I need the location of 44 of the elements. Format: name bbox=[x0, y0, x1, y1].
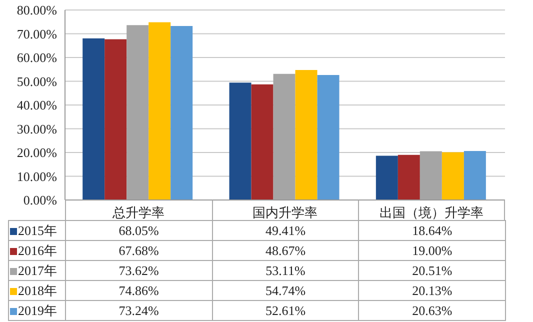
y-tick-label: 50.00% bbox=[16, 74, 58, 89]
data-label: 74.86% bbox=[66, 280, 212, 300]
data-label: 67.68% bbox=[66, 240, 212, 260]
data-label: 19.00% bbox=[358, 240, 506, 260]
y-tick-label: 60.00% bbox=[16, 50, 58, 66]
legend-label: 2017年 bbox=[8, 260, 66, 280]
bar bbox=[104, 39, 127, 200]
data-label: 18.64% bbox=[358, 220, 506, 240]
x-tick-label: 出国（境）升学率 bbox=[380, 205, 484, 220]
legend-label: 2016年 bbox=[8, 240, 66, 260]
data-label: 49.41% bbox=[212, 220, 359, 240]
bar bbox=[229, 82, 252, 200]
legend-label: 2019年 bbox=[8, 300, 66, 320]
y-tick-label: 20.00% bbox=[16, 145, 58, 160]
data-label: 73.24% bbox=[66, 300, 212, 320]
bar bbox=[376, 156, 398, 200]
bar bbox=[442, 152, 464, 200]
y-tick-label: 30.00% bbox=[16, 121, 58, 136]
bar bbox=[464, 151, 486, 200]
legend-label: 2018年 bbox=[8, 280, 66, 300]
data-label: 68.05% bbox=[66, 220, 212, 240]
bar bbox=[295, 70, 318, 200]
y-tick-label: 70.00% bbox=[16, 26, 58, 42]
data-label: 20.51% bbox=[358, 260, 506, 280]
x-tick-label: 国内升学率 bbox=[252, 205, 318, 220]
legend-label: 2015年 bbox=[8, 220, 66, 240]
bar bbox=[398, 154, 420, 200]
x-tick-label: 总升学率 bbox=[111, 205, 164, 220]
data-label: 20.13% bbox=[358, 280, 506, 300]
y-tick-label: 0.00% bbox=[23, 192, 58, 208]
y-tick-label: 10.00% bbox=[16, 168, 58, 184]
data-label: 53.11% bbox=[212, 260, 359, 280]
data-label: 73.62% bbox=[66, 260, 212, 280]
data-label: 54.74% bbox=[212, 280, 359, 300]
bar bbox=[82, 38, 105, 200]
y-tick-label: 40.00% bbox=[16, 98, 58, 113]
data-label: 52.61% bbox=[212, 300, 359, 320]
data-label: 20.63% bbox=[358, 300, 506, 320]
data-label: 48.67% bbox=[212, 240, 359, 260]
bar bbox=[317, 75, 340, 200]
bar bbox=[251, 84, 274, 200]
bar bbox=[148, 22, 171, 200]
y-tick-label: 80.00% bbox=[16, 2, 58, 18]
bar bbox=[170, 26, 193, 200]
